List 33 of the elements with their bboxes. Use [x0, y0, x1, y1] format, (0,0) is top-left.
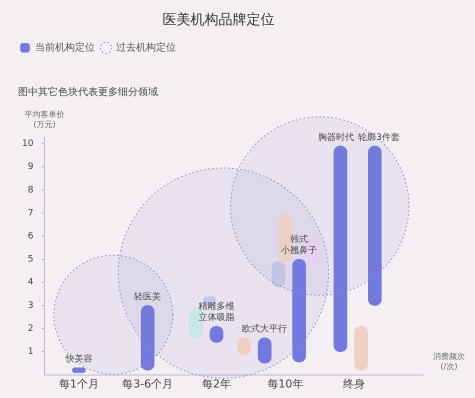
x-tick-label: 每1个月: [58, 377, 99, 390]
data-label: 轻医美: [134, 291, 162, 302]
y-tick-label: 4: [28, 278, 34, 288]
bar: [354, 326, 368, 371]
data-label: 韩式小翘鼻子: [281, 234, 318, 256]
bar: [368, 146, 382, 306]
y-tick-label: 7: [28, 208, 34, 218]
x-tick-label: 终身: [343, 377, 366, 390]
x-tick-label: 每3-6个月: [122, 377, 174, 390]
legend-label: 过去机构定位: [116, 41, 176, 54]
y-tick-label: 3: [28, 300, 34, 311]
x-axis-title: 消费频次 (/次): [433, 352, 465, 371]
legend-label: 当前机构定位: [35, 41, 95, 54]
y-tick-label: 2: [28, 324, 34, 334]
bar: [140, 305, 155, 371]
chart-title: 医美机构品牌定位: [162, 12, 274, 28]
data-label: 胸器时代: [318, 132, 354, 143]
y-tick-label: 6: [28, 232, 34, 242]
bar: [292, 258, 306, 362]
y-tick-label: 9: [28, 162, 34, 172]
y-tick-label: 1: [28, 347, 34, 358]
data-label: 快美容: [64, 354, 92, 365]
y-tick-label: 10: [22, 139, 34, 150]
y-axis-title: 平均客单价 (万元): [24, 110, 64, 129]
data-label: 轮廓3件套: [358, 132, 400, 143]
data-label: 精雕多维立体吸脂: [198, 301, 235, 324]
x-tick-label: 每2年: [202, 377, 232, 390]
y-tick-label: 8: [28, 185, 34, 196]
x-tick-label: 每10年: [267, 377, 304, 390]
data-label: 欧式大平行: [242, 324, 288, 335]
text: 图中其它色块代表更多细分领域: [18, 86, 158, 98]
bar: [334, 146, 348, 352]
y-tick-label: 5: [28, 254, 34, 265]
